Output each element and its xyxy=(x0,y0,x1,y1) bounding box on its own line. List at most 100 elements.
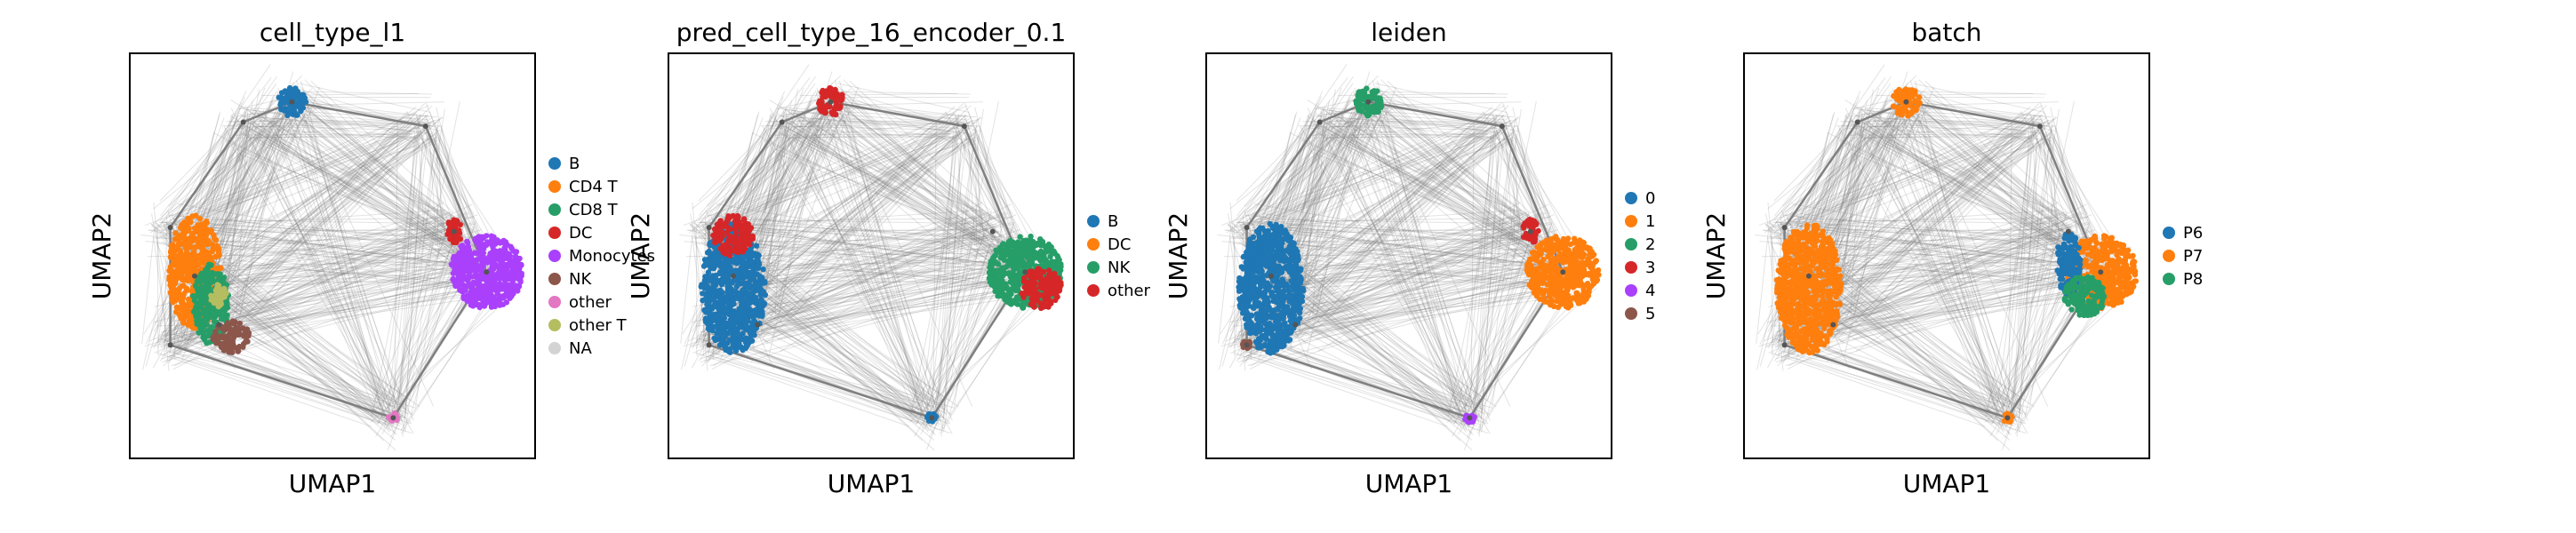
data-point xyxy=(1020,278,1028,284)
graph-edge xyxy=(753,253,1046,330)
graph-edge xyxy=(974,107,1004,226)
graph-edge xyxy=(1255,219,1527,225)
graph-edge xyxy=(1271,91,1372,313)
graph-edge xyxy=(213,132,450,247)
graph-edge xyxy=(210,116,444,286)
graph-edge xyxy=(790,107,1008,283)
graph-edge xyxy=(290,94,457,230)
data-point xyxy=(740,269,747,275)
graph-edge xyxy=(1281,118,1324,312)
data-point xyxy=(212,329,219,335)
graph-edge xyxy=(396,108,445,413)
data-point xyxy=(833,90,839,97)
graph-edge xyxy=(698,110,787,202)
graph-edge xyxy=(706,350,950,434)
data-point xyxy=(283,94,289,101)
graph-edge xyxy=(1301,114,1504,323)
data-point xyxy=(502,270,508,276)
graph-edge xyxy=(1312,76,1354,137)
graph-edge xyxy=(254,132,390,402)
graph-edge xyxy=(1299,123,1328,317)
data-point xyxy=(474,281,480,287)
graph-edge xyxy=(717,118,832,227)
graph-edge xyxy=(252,107,469,283)
graph-edge xyxy=(767,136,952,139)
data-point xyxy=(1058,266,1064,274)
graph-node xyxy=(961,123,967,130)
graph-edge xyxy=(721,225,1036,271)
graph-edge xyxy=(184,280,491,284)
data-point xyxy=(727,264,733,270)
data-point xyxy=(196,229,203,235)
legend-label: B xyxy=(569,155,580,173)
data-point xyxy=(756,261,763,268)
legend-label: other xyxy=(569,293,612,312)
graph-edge xyxy=(1355,91,1508,95)
graph-edge xyxy=(761,237,988,316)
data-point xyxy=(719,304,725,310)
graph-edge xyxy=(1356,106,1556,278)
graph-edge xyxy=(215,122,301,308)
data-point xyxy=(172,276,180,283)
graph-edge xyxy=(240,122,427,124)
graph-edge xyxy=(772,124,980,337)
data-point xyxy=(497,262,503,268)
data-point xyxy=(924,414,931,420)
graph-node xyxy=(779,119,785,125)
data-point xyxy=(507,286,513,292)
data-point xyxy=(831,106,837,112)
graph-edge xyxy=(817,99,1020,270)
graph-edge xyxy=(208,132,424,324)
graph-edge xyxy=(236,247,459,322)
data-point xyxy=(212,236,220,243)
graph-edge xyxy=(756,107,826,319)
graph-edge xyxy=(370,288,521,423)
data-point xyxy=(174,253,180,259)
graph-edge xyxy=(825,124,991,247)
graph-edge xyxy=(1318,123,1479,422)
data-point xyxy=(993,259,1000,266)
graph-edge xyxy=(1501,102,1564,248)
graph-edge xyxy=(1464,117,1495,407)
graph-edge xyxy=(222,111,417,321)
data-point xyxy=(1036,250,1044,256)
graph-edge xyxy=(178,223,459,258)
graph-edge xyxy=(257,124,482,283)
graph-edge xyxy=(1250,128,1340,243)
graph-edge xyxy=(769,86,859,322)
graph-edge xyxy=(179,219,451,225)
data-point xyxy=(174,235,181,242)
graph-edge xyxy=(215,119,402,343)
graph-edge xyxy=(709,282,1031,366)
data-point xyxy=(709,259,716,266)
data-point xyxy=(460,265,467,271)
graph-edge xyxy=(308,112,381,407)
graph-edge xyxy=(1302,120,1500,123)
graph-edge xyxy=(1252,127,1333,221)
data-point xyxy=(750,276,757,282)
graph-edge xyxy=(768,90,832,354)
graph-edge xyxy=(204,273,395,408)
graph-edge xyxy=(771,266,1009,338)
graph-edge xyxy=(785,108,970,135)
graph-node xyxy=(167,342,173,348)
data-point xyxy=(193,292,200,299)
data-point xyxy=(497,239,504,245)
data-point xyxy=(1016,282,1022,288)
graph-edge xyxy=(782,120,819,144)
data-point xyxy=(1036,291,1042,298)
graph-edge xyxy=(736,266,1013,282)
graph-edge xyxy=(1375,83,1507,113)
graph-node xyxy=(989,228,996,235)
graph-edge xyxy=(703,145,956,227)
graph-edge xyxy=(1261,133,1332,228)
graph-edge xyxy=(912,267,1004,407)
data-point xyxy=(1038,276,1044,282)
graph-edge xyxy=(1352,90,1460,410)
data-point xyxy=(1043,303,1050,310)
graph-edge xyxy=(398,131,416,413)
graph-edge xyxy=(268,118,414,421)
data-point xyxy=(721,328,727,334)
graph-edge xyxy=(933,228,996,422)
data-point xyxy=(502,264,508,271)
